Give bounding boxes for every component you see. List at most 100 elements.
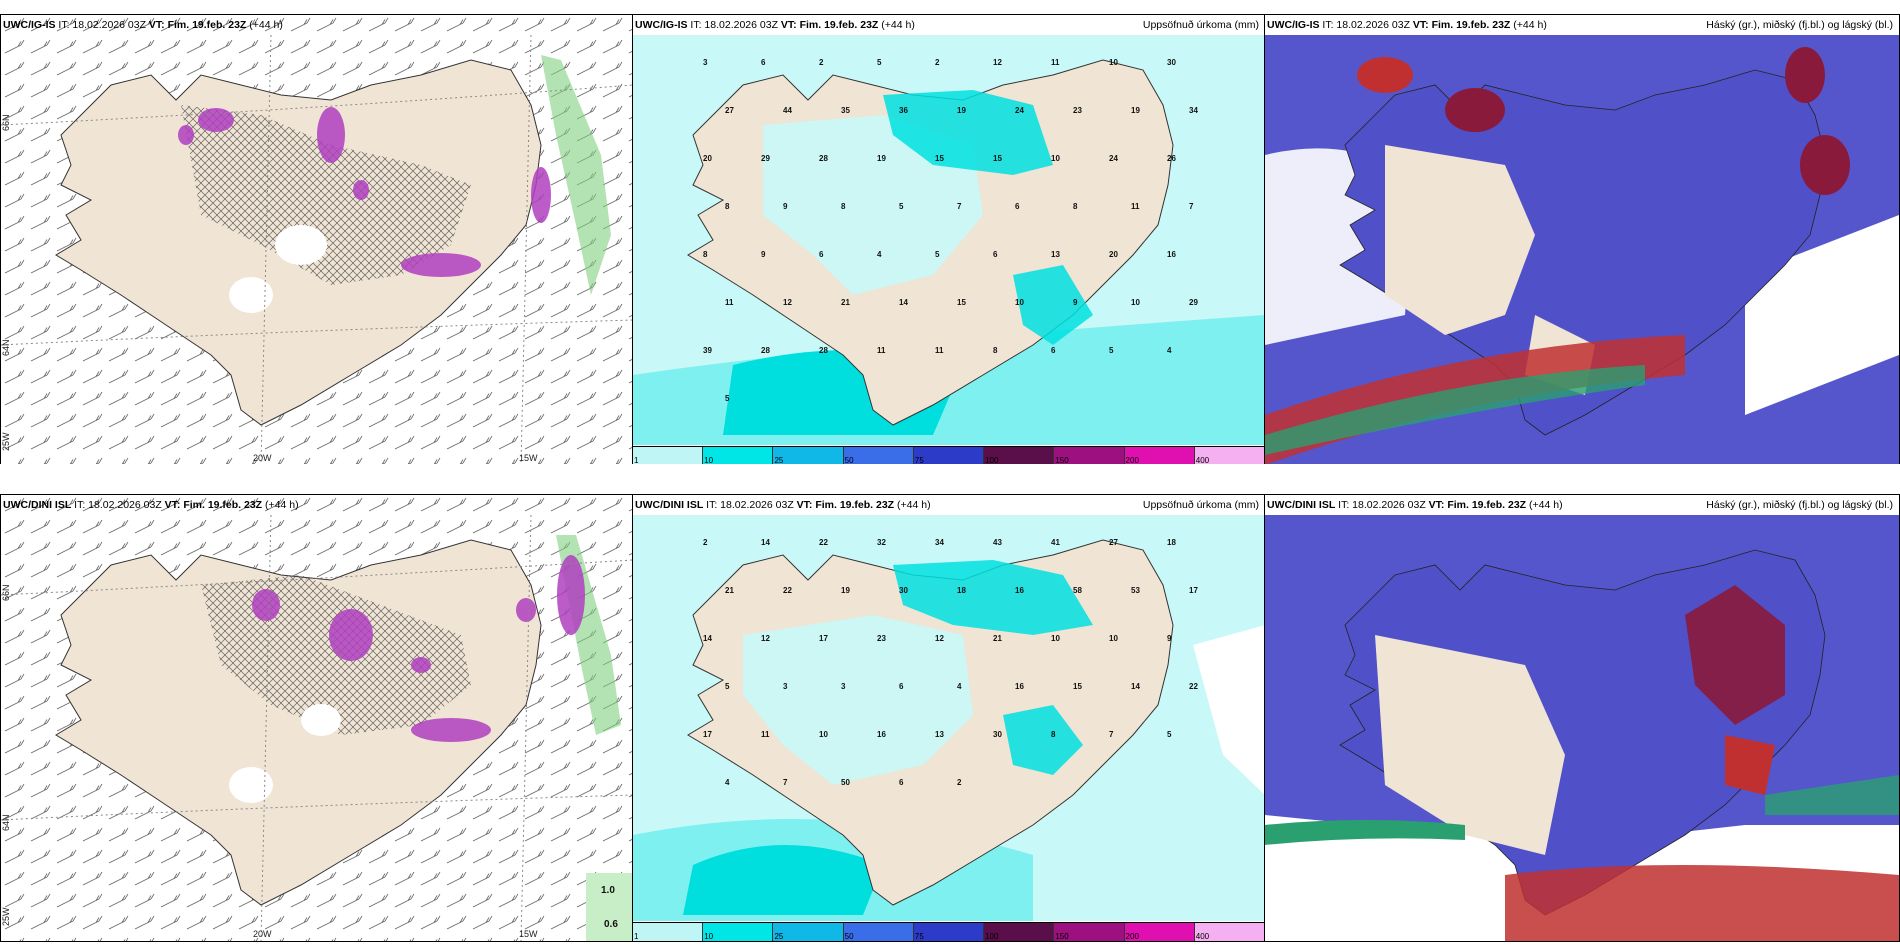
precip-value: 9 xyxy=(783,202,788,211)
panel-title: UWC/IG-IS IT: 18.02.2026 03Z VT: Fim. 19… xyxy=(3,19,283,31)
lon-label-25: 25W xyxy=(1,432,11,451)
legend-value-top: 1.0 xyxy=(601,885,615,896)
panel-title: UWC/IG-IS IT: 18.02.2026 03Z VT: Fim. 19… xyxy=(635,19,915,31)
precip-value: 4 xyxy=(725,778,730,787)
precip-value: 5 xyxy=(1109,346,1114,355)
precip-value: 19 xyxy=(1131,106,1140,115)
panel-r1c1: UWC/IG-IS IT: 18.02.2026 03Z VT: Fim. 19… xyxy=(0,14,634,466)
colorbar-segment xyxy=(1124,447,1195,465)
lon-label-15: 15W xyxy=(519,929,538,939)
precip-value: 7 xyxy=(957,202,962,211)
precip-value: 16 xyxy=(877,730,886,739)
precip-value: 8 xyxy=(993,346,998,355)
colorbar-tick-label: 10 xyxy=(704,456,714,465)
precip-value: 6 xyxy=(761,58,766,67)
precip-value: 11 xyxy=(1131,202,1140,211)
precip-value: 15 xyxy=(1073,682,1082,691)
precip-value: 9 xyxy=(1167,634,1172,643)
precip-value: 6 xyxy=(1051,346,1056,355)
colorbar-tick-label: 150 xyxy=(1055,932,1069,941)
precip-value: 4 xyxy=(1167,346,1172,355)
precip-value: 6 xyxy=(819,250,824,259)
precip-value: 14 xyxy=(899,298,908,307)
wind-snow-map: 66N 64N 25W 20W 15W xyxy=(1,15,633,465)
precip-value: 11 xyxy=(877,346,886,355)
colorbar-tick-label: 50 xyxy=(844,456,854,465)
precip-value: 12 xyxy=(993,58,1002,67)
lon-label-20: 20W xyxy=(253,929,272,939)
precip-value: 19 xyxy=(957,106,966,115)
colorbar-segment xyxy=(633,447,704,465)
colorbar-tick-label: 75 xyxy=(914,932,924,941)
colorbar-tick-label: 25 xyxy=(774,932,784,941)
cloud-map xyxy=(1265,515,1899,941)
precip-value: 10 xyxy=(1109,58,1118,67)
cloud-map xyxy=(1265,35,1899,465)
precip-value: 16 xyxy=(1167,250,1176,259)
precip-value: 28 xyxy=(819,154,828,163)
precip-value: 21 xyxy=(841,298,850,307)
colorbar-tick-label: 200 xyxy=(1125,456,1139,465)
precip-value: 22 xyxy=(819,538,828,547)
precip-value: 22 xyxy=(783,586,792,595)
precip-value: 12 xyxy=(761,634,770,643)
precip-value: 13 xyxy=(1051,250,1060,259)
precip-value: 4 xyxy=(957,682,962,691)
colorbar-tick-label: 400 xyxy=(1195,456,1210,465)
panel-subtitle: Háský (gr.), miðský (fj.bl.) og lágský (… xyxy=(1706,19,1893,31)
precip-value: 3 xyxy=(783,682,788,691)
precip-value: 11 xyxy=(761,730,770,739)
precip-value: 19 xyxy=(877,154,886,163)
wind-snow-map: 66N 64N 25W 20W 15W 1.0 0.6 xyxy=(1,495,633,941)
precip-value: 10 xyxy=(1109,634,1118,643)
precip-value: 12 xyxy=(935,634,944,643)
precip-value: 15 xyxy=(957,298,966,307)
precip-value: 12 xyxy=(783,298,792,307)
precip-value: 15 xyxy=(993,154,1002,163)
precip-value: 6 xyxy=(1015,202,1020,211)
precip-value: 16 xyxy=(1015,682,1024,691)
row-separator xyxy=(0,464,1900,494)
precip-value: 30 xyxy=(1167,58,1176,67)
colorbar: 1 10 25 50 75 100 150 200 400 xyxy=(633,922,1265,941)
colorbar-segment xyxy=(843,447,914,465)
lat-label-66: 66N xyxy=(1,584,11,601)
lat-label-64: 64N xyxy=(1,339,11,356)
precip-value: 22 xyxy=(1189,682,1198,691)
precip-value: 2 xyxy=(935,58,940,67)
precip-value: 44 xyxy=(783,106,792,115)
precip-value: 2 xyxy=(819,58,824,67)
colorbar-tick-label: 150 xyxy=(1055,456,1069,465)
panel-r2c1: UWC/DINI ISL IT: 18.02.2026 03Z VT: Fim.… xyxy=(0,494,634,942)
panel-subtitle: Uppsöfnuð úrkoma (mm) xyxy=(1142,499,1259,511)
colorbar-tick-label: 1 xyxy=(634,456,639,465)
precip-value: 50 xyxy=(841,778,850,787)
precip-value: 43 xyxy=(993,538,1002,547)
precip-value: 30 xyxy=(993,730,1002,739)
precip-value: 53 xyxy=(1131,586,1140,595)
precip-value: 21 xyxy=(993,634,1002,643)
precip-value: 20 xyxy=(703,154,712,163)
lon-label-25: 25W xyxy=(1,907,11,926)
colorbar-tick-label: 100 xyxy=(985,932,999,941)
colorbar-segment xyxy=(703,447,774,465)
precip-value: 7 xyxy=(1109,730,1114,739)
colorbar: 1 10 25 50 75 100 150 200 400 xyxy=(633,446,1265,465)
precip-value: 29 xyxy=(761,154,770,163)
precip-value: 35 xyxy=(841,106,850,115)
precip-value: 11 xyxy=(725,298,734,307)
colorbar-segment xyxy=(843,923,914,941)
precip-value: 24 xyxy=(1015,106,1024,115)
panel-title: UWC/DINI ISL IT: 18.02.2026 03Z VT: Fim.… xyxy=(635,499,931,511)
precip-value: 28 xyxy=(819,346,828,355)
precip-value: 5 xyxy=(935,250,940,259)
panel-title: UWC/IG-IS IT: 18.02.2026 03Z VT: Fim. 19… xyxy=(1267,19,1547,31)
precip-value: 2 xyxy=(703,538,708,547)
colorbar-tick-label: 75 xyxy=(914,456,924,465)
precip-value: 7 xyxy=(1189,202,1194,211)
lon-label-15: 15W xyxy=(519,453,538,463)
precip-value: 4 xyxy=(877,250,882,259)
colorbar-tick-label: 1 xyxy=(634,932,639,941)
